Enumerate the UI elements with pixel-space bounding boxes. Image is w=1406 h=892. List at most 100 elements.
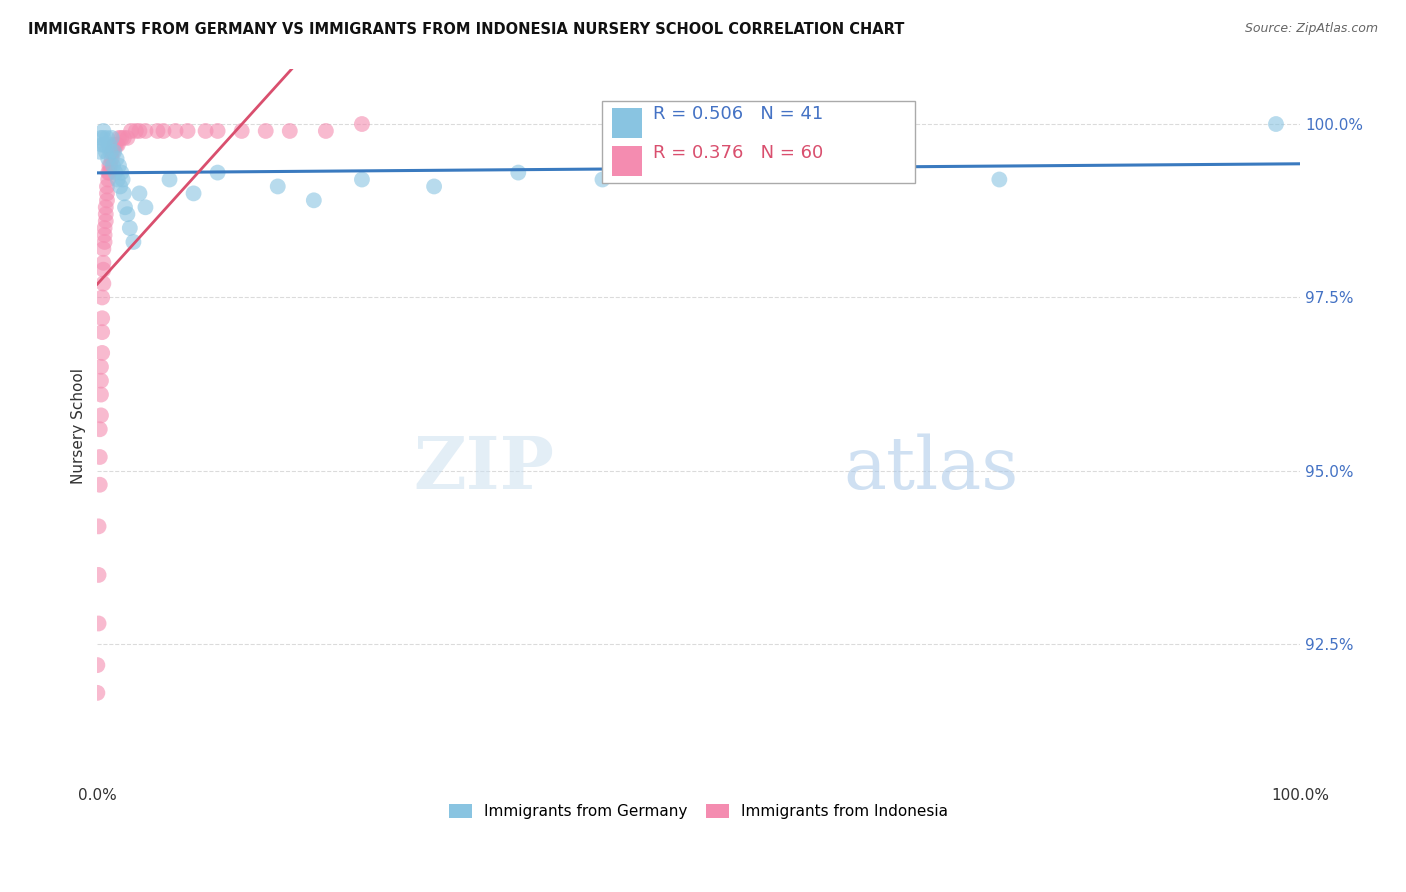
Point	[108, 131, 131, 145]
Point	[278, 124, 301, 138]
Point	[107, 137, 129, 152]
Bar	[612, 145, 643, 176]
Text: R = 0.506   N = 41: R = 0.506 N = 41	[652, 104, 824, 122]
Point	[112, 131, 135, 145]
Point	[101, 145, 124, 159]
Point	[100, 145, 122, 159]
Point	[108, 159, 131, 173]
Point	[315, 124, 337, 138]
Point	[302, 194, 325, 208]
Point	[165, 124, 187, 138]
Point	[94, 200, 117, 214]
Point	[90, 374, 112, 388]
Legend: Immigrants from Germany, Immigrants from Indonesia: Immigrants from Germany, Immigrants from…	[443, 798, 955, 825]
Text: IMMIGRANTS FROM GERMANY VS IMMIGRANTS FROM INDONESIA NURSERY SCHOOL CORRELATION : IMMIGRANTS FROM GERMANY VS IMMIGRANTS FR…	[28, 22, 904, 37]
Point	[159, 172, 181, 186]
Point	[120, 124, 142, 138]
Point	[90, 131, 112, 145]
Point	[97, 152, 120, 166]
Point	[101, 159, 124, 173]
Point	[117, 207, 139, 221]
Point	[111, 172, 134, 186]
Point	[108, 179, 131, 194]
Point	[508, 165, 530, 179]
Point	[100, 159, 122, 173]
Point	[89, 145, 111, 159]
Point	[103, 137, 125, 152]
Point	[105, 137, 128, 152]
Point	[112, 186, 135, 201]
Point	[93, 256, 115, 270]
Point	[194, 124, 217, 138]
Point	[94, 207, 117, 221]
Point	[844, 165, 866, 179]
Point	[988, 172, 1011, 186]
Text: ZIP: ZIP	[413, 434, 554, 504]
Point	[90, 359, 112, 374]
Point	[93, 242, 115, 256]
Point	[183, 186, 205, 201]
Point	[98, 159, 121, 173]
Point	[101, 145, 124, 159]
Point	[101, 131, 124, 145]
Point	[423, 179, 446, 194]
Point	[711, 159, 734, 173]
FancyBboxPatch shape	[603, 101, 915, 183]
Point	[89, 422, 111, 436]
Point	[87, 616, 110, 631]
Point	[96, 131, 118, 145]
Point	[1265, 117, 1288, 131]
Text: Source: ZipAtlas.com: Source: ZipAtlas.com	[1244, 22, 1378, 36]
Point	[96, 194, 118, 208]
Point	[105, 152, 128, 166]
Point	[94, 145, 117, 159]
Point	[93, 124, 115, 138]
Y-axis label: Nursery School: Nursery School	[72, 368, 86, 483]
Point	[96, 186, 118, 201]
Point	[103, 145, 125, 159]
Point	[93, 131, 115, 145]
Point	[134, 200, 156, 214]
Point	[89, 477, 111, 491]
Point	[98, 137, 121, 152]
Point	[592, 172, 614, 186]
Point	[93, 137, 115, 152]
Point	[87, 568, 110, 582]
Point	[91, 290, 114, 304]
Point	[90, 387, 112, 401]
Point	[97, 165, 120, 179]
Point	[117, 131, 139, 145]
Point	[118, 221, 141, 235]
Point	[110, 131, 132, 145]
Point	[104, 165, 127, 179]
Point	[101, 152, 124, 166]
Point	[128, 186, 150, 201]
Text: R = 0.376   N = 60: R = 0.376 N = 60	[652, 144, 824, 161]
Point	[176, 124, 198, 138]
Point	[152, 124, 174, 138]
Point	[350, 172, 373, 186]
Point	[94, 214, 117, 228]
Point	[86, 686, 108, 700]
Text: atlas: atlas	[844, 434, 1018, 504]
Point	[93, 277, 115, 291]
Point	[91, 325, 114, 339]
Point	[97, 172, 120, 186]
Point	[86, 658, 108, 673]
Point	[128, 124, 150, 138]
Point	[207, 165, 229, 179]
Point	[231, 124, 253, 138]
Point	[104, 137, 127, 152]
Point	[96, 179, 118, 194]
Point	[254, 124, 277, 138]
Point	[93, 227, 115, 242]
Point	[146, 124, 169, 138]
Point	[114, 200, 136, 214]
Point	[91, 311, 114, 326]
Point	[122, 235, 145, 249]
Point	[93, 235, 115, 249]
Point	[207, 124, 229, 138]
Point	[91, 346, 114, 360]
Point	[107, 172, 129, 186]
Point	[91, 137, 114, 152]
